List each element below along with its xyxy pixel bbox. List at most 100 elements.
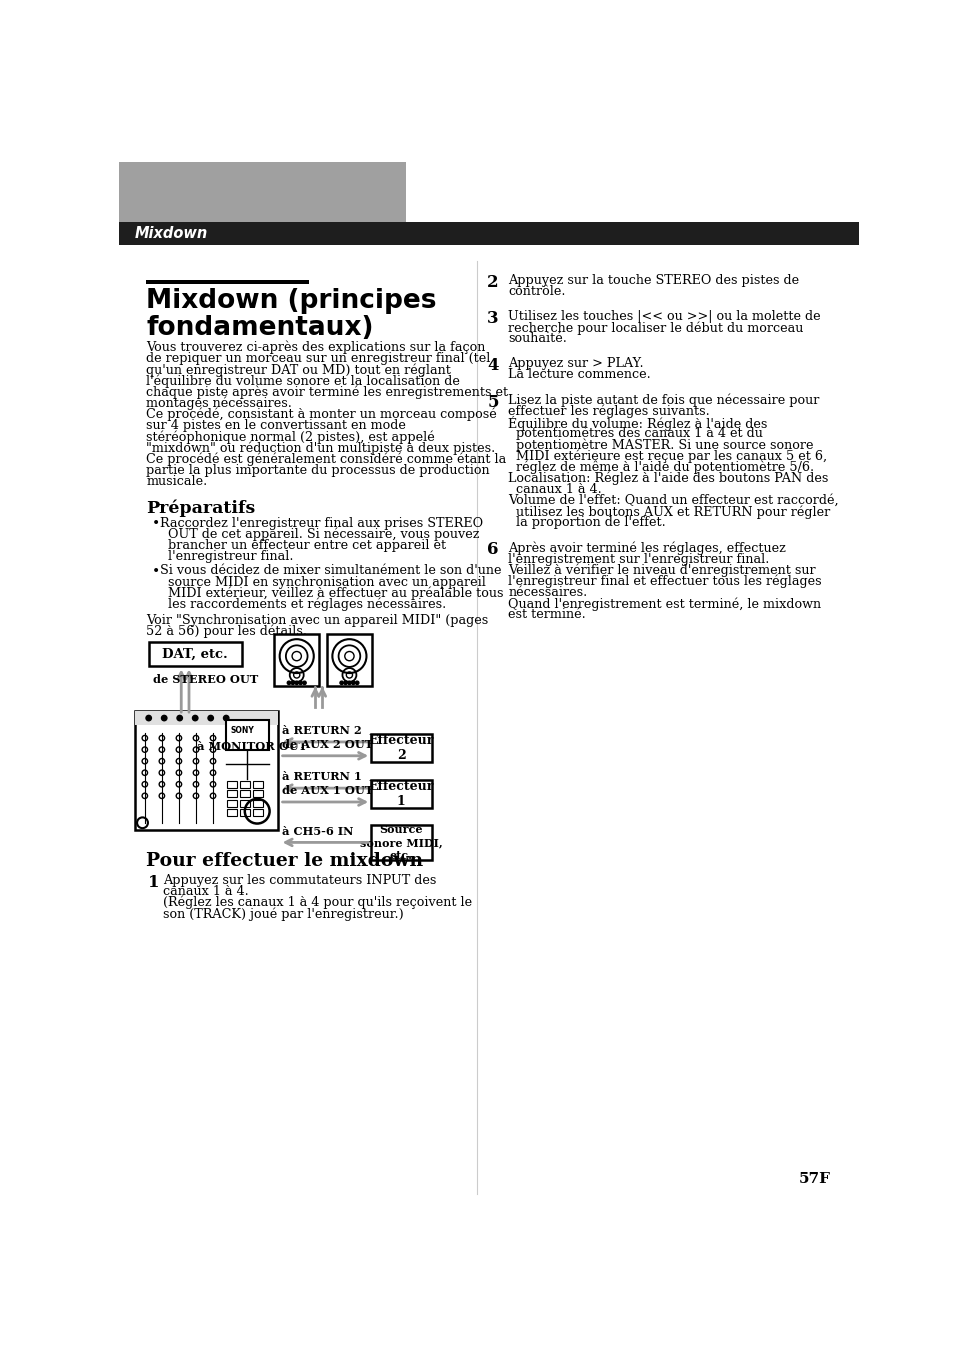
Text: potentiomètre MASTER. Si une source sonore: potentiomètre MASTER. Si une source sono… (508, 438, 813, 451)
Bar (134, 711, 278, 725)
Text: MIDI extérieur, veillez à effectuer au préalable tous: MIDI extérieur, veillez à effectuer au p… (159, 586, 502, 600)
Bar (240, 781, 250, 788)
Text: de STEREO OUT: de STEREO OUT (152, 674, 257, 685)
Text: effectuer les réglages suivants.: effectuer les réglages suivants. (508, 405, 709, 419)
Bar (119, 222, 858, 246)
Bar (227, 781, 236, 788)
Bar (371, 781, 431, 808)
Text: canaux 1 à 4.: canaux 1 à 4. (162, 885, 248, 898)
Text: souhaité.: souhaité. (508, 332, 567, 346)
Text: à MONITOR OUT: à MONITOR OUT (196, 740, 307, 751)
Text: source MIDI en synchronisation avec un appareil: source MIDI en synchronisation avec un a… (159, 576, 485, 589)
Text: Veillez à vérifier le niveau d'enregistrement sur: Veillez à vérifier le niveau d'enregistr… (508, 563, 815, 577)
Circle shape (302, 681, 306, 685)
Text: La lecture commence.: La lecture commence. (508, 369, 650, 381)
Circle shape (208, 716, 213, 720)
Text: (Réglez les canaux 1 à 4 pour qu'ils reçoivent le: (Réglez les canaux 1 à 4 pour qu'ils reç… (162, 896, 472, 909)
Bar (327, 634, 372, 686)
Text: •: • (152, 517, 160, 531)
Text: chaque piste après avoir terminé les enregistrements et: chaque piste après avoir terminé les enr… (146, 385, 508, 399)
Text: sur 4 pistes en le convertissant en mode: sur 4 pistes en le convertissant en mode (146, 419, 406, 432)
Text: contrôle.: contrôle. (508, 285, 565, 299)
Text: Raccordez l'enregistreur final aux prises STEREO: Raccordez l'enregistreur final aux prise… (159, 516, 482, 530)
Text: 5: 5 (487, 393, 498, 411)
Text: "mixdown" ou réduction d'un multipiste à deux pistes.: "mixdown" ou réduction d'un multipiste à… (146, 442, 496, 455)
Text: les raccordements et réglages nécessaires.: les raccordements et réglages nécessaire… (159, 598, 445, 612)
Text: Préparatifs: Préparatifs (146, 500, 255, 517)
Circle shape (223, 716, 229, 720)
Bar (134, 711, 278, 831)
Text: de AUX 2 OUT: de AUX 2 OUT (282, 739, 373, 750)
Text: est terminé.: est terminé. (508, 608, 585, 621)
Text: Appuyez sur les commutateurs INPUT des: Appuyez sur les commutateurs INPUT des (162, 874, 436, 886)
Text: 2: 2 (487, 274, 498, 290)
Text: son (TRACK) joué par l'enregistreur.): son (TRACK) joué par l'enregistreur.) (162, 907, 403, 920)
Text: stéréophonique normal (2 pistes), est appelé: stéréophonique normal (2 pistes), est ap… (146, 430, 435, 443)
Text: à RETURN 1: à RETURN 1 (282, 771, 361, 782)
Text: DAT, etc.: DAT, etc. (162, 647, 228, 661)
Circle shape (343, 681, 347, 685)
Text: 1: 1 (148, 874, 159, 890)
Text: recherche pour localiser le début du morceau: recherche pour localiser le début du mor… (508, 322, 802, 335)
Bar (227, 790, 236, 797)
Text: MIDI extérieure est reçue par les canaux 5 et 6,: MIDI extérieure est reçue par les canaux… (508, 450, 826, 463)
Text: l'enregistreur final.: l'enregistreur final. (159, 550, 293, 563)
Bar (227, 800, 236, 807)
Text: réglez de même à l'aide du potentiomètre 5/6.: réglez de même à l'aide du potentiomètre… (508, 461, 814, 474)
Circle shape (347, 681, 351, 685)
Text: Mixdown: Mixdown (134, 226, 208, 242)
Text: Si vous décidez de mixer simultanément le son d'une: Si vous décidez de mixer simultanément l… (159, 565, 500, 577)
Bar (253, 790, 263, 797)
Text: Appuyez sur la touche STEREO des pistes de: Appuyez sur la touche STEREO des pistes … (508, 274, 799, 286)
Bar (146, 280, 309, 284)
Text: Pour effectuer le mixdown: Pour effectuer le mixdown (146, 852, 423, 870)
Circle shape (177, 716, 182, 720)
Text: l'enregistrement sur l'enregistreur final.: l'enregistrement sur l'enregistreur fina… (508, 553, 769, 566)
Text: Lisez la piste autant de fois que nécessaire pour: Lisez la piste autant de fois que nécess… (508, 393, 819, 407)
Text: Volume de l'effet: Quand un effecteur est raccordé,: Volume de l'effet: Quand un effecteur es… (508, 494, 838, 507)
Text: •: • (152, 565, 160, 580)
Bar (119, 162, 406, 222)
Text: 57F: 57F (798, 1173, 830, 1186)
Text: potentiomètres des canaux 1 à 4 et du: potentiomètres des canaux 1 à 4 et du (508, 427, 762, 440)
Text: de AUX 1 OUT: de AUX 1 OUT (282, 785, 373, 796)
Text: fondamentaux): fondamentaux) (146, 315, 374, 340)
Text: Après avoir terminé les réglages, effectuez: Après avoir terminé les réglages, effect… (508, 542, 785, 555)
Text: Localisation: Réglez à l'aide des boutons PAN des: Localisation: Réglez à l'aide des bouton… (508, 471, 828, 485)
Text: Appuyez sur > PLAY.: Appuyez sur > PLAY. (508, 357, 643, 370)
Circle shape (352, 681, 355, 685)
Bar (371, 734, 431, 762)
Text: montages nécessaires.: montages nécessaires. (146, 397, 292, 411)
Bar (227, 809, 236, 816)
Circle shape (339, 681, 343, 685)
Circle shape (193, 716, 197, 720)
Text: Équilibre du volume: Réglez à l'aide des: Équilibre du volume: Réglez à l'aide des (508, 416, 767, 431)
Text: Mixdown (principes: Mixdown (principes (146, 288, 436, 315)
Circle shape (287, 681, 291, 685)
Text: Vous trouverez ci-après des explications sur la façon: Vous trouverez ci-après des explications… (146, 340, 485, 354)
Bar (149, 642, 241, 666)
Text: à RETURN 2: à RETURN 2 (282, 725, 361, 736)
Text: qu'un enregistreur DAT ou MD) tout en réglant: qu'un enregistreur DAT ou MD) tout en ré… (146, 363, 451, 377)
Text: 6: 6 (487, 542, 498, 558)
Text: Ce procédé, consistant à monter un morceau composé: Ce procédé, consistant à monter un morce… (146, 408, 497, 422)
Bar (253, 800, 263, 807)
Text: musicale.: musicale. (146, 474, 208, 488)
Text: partie la plus importante du processus de production: partie la plus importante du processus d… (146, 463, 490, 477)
Text: SONY: SONY (230, 725, 253, 735)
Text: Ce procédé est généralement considéré comme étant la: Ce procédé est généralement considéré co… (146, 453, 506, 466)
Text: Effecteur
1: Effecteur 1 (368, 781, 434, 808)
Bar (226, 720, 269, 750)
Bar (253, 809, 263, 816)
Text: utilisez les boutons AUX et RETURN pour régler: utilisez les boutons AUX et RETURN pour … (508, 505, 830, 519)
Bar (240, 800, 250, 807)
Text: 52 à 56) pour les détails.: 52 à 56) pour les détails. (146, 626, 307, 639)
Text: Utilisez les touches |<< ou >>| ou la molette de: Utilisez les touches |<< ou >>| ou la mo… (508, 309, 821, 323)
Text: Quand l'enregistrement est terminé, le mixdown: Quand l'enregistrement est terminé, le m… (508, 597, 821, 611)
Circle shape (298, 681, 302, 685)
Text: la proportion de l'effet.: la proportion de l'effet. (508, 516, 665, 530)
Text: à CH5-6 IN: à CH5-6 IN (282, 825, 353, 836)
Bar (253, 781, 263, 788)
Circle shape (355, 681, 358, 685)
Bar (240, 790, 250, 797)
